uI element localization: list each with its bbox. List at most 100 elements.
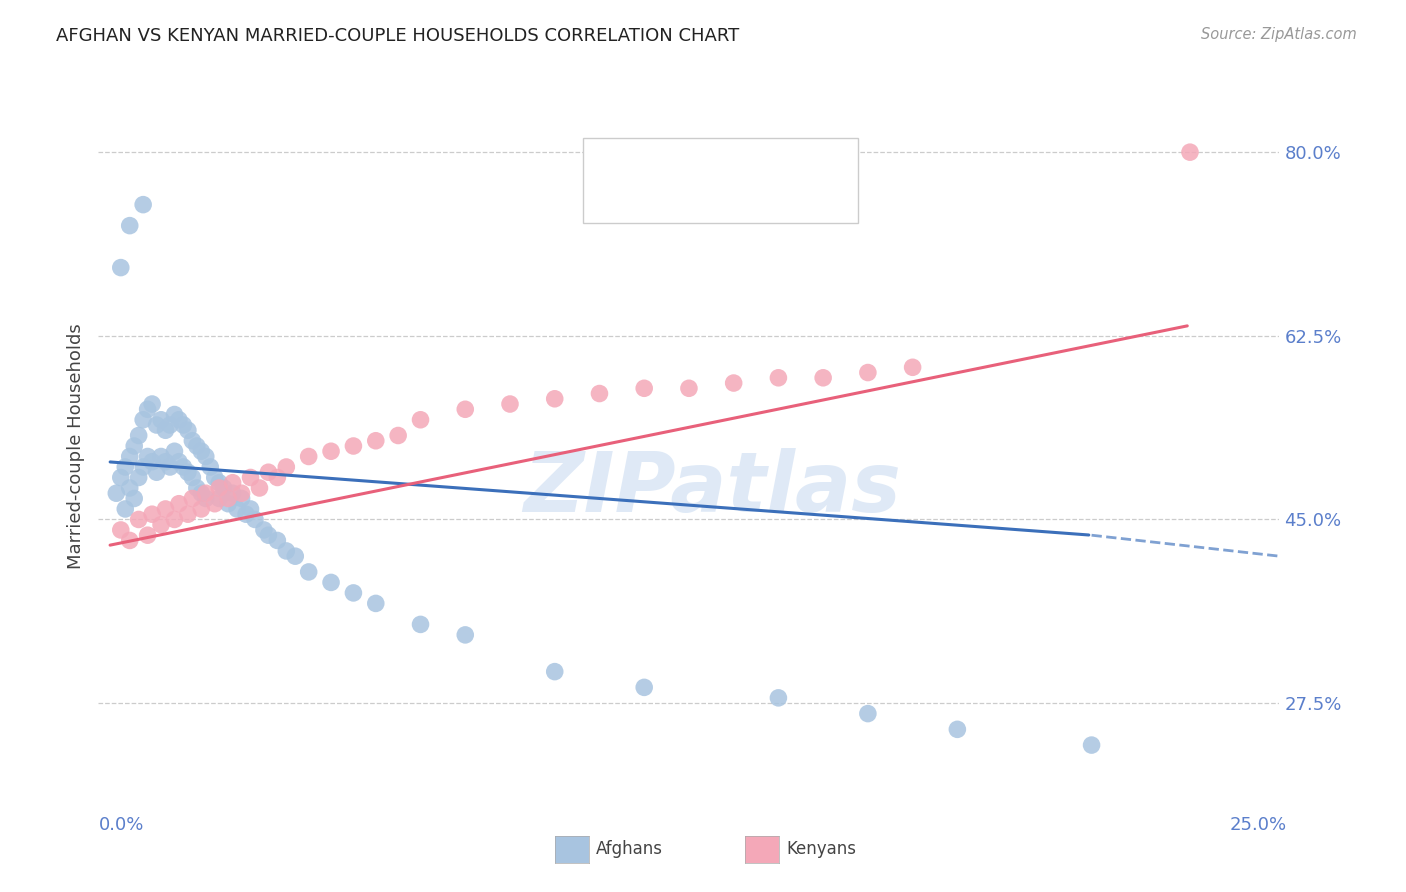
Point — [194, 450, 217, 464]
Text: Kenyans: Kenyans — [786, 840, 856, 858]
Point — [167, 455, 190, 469]
Point — [221, 486, 243, 500]
Point — [257, 528, 280, 542]
Point — [231, 491, 253, 506]
Point — [118, 219, 141, 233]
Point — [208, 475, 231, 490]
Point — [155, 423, 177, 437]
Point — [181, 470, 204, 484]
Point — [122, 439, 145, 453]
Text: ZIPatlas: ZIPatlas — [523, 449, 901, 529]
Point — [118, 533, 141, 548]
Point — [128, 512, 150, 526]
Point — [276, 460, 298, 475]
Point — [901, 360, 924, 375]
Point — [163, 408, 186, 422]
Point — [208, 491, 231, 506]
Text: AFGHAN VS KENYAN MARRIED-COUPLE HOUSEHOLDS CORRELATION CHART: AFGHAN VS KENYAN MARRIED-COUPLE HOUSEHOL… — [56, 27, 740, 45]
Point — [231, 486, 253, 500]
Text: R = -0.148   N = 72: R = -0.148 N = 72 — [643, 153, 813, 171]
Point — [217, 497, 239, 511]
Point — [544, 392, 567, 406]
Point — [136, 402, 159, 417]
Point — [266, 470, 288, 484]
Point — [387, 428, 409, 442]
Text: Afghans: Afghans — [596, 840, 664, 858]
Point — [342, 586, 364, 600]
Point — [1178, 145, 1201, 160]
Text: 25.0%: 25.0% — [1229, 816, 1286, 834]
Point — [163, 512, 186, 526]
Point — [319, 575, 342, 590]
Point — [118, 481, 141, 495]
Point — [276, 544, 298, 558]
Point — [257, 465, 280, 479]
Point — [132, 413, 155, 427]
Point — [181, 434, 204, 448]
Point — [110, 470, 132, 484]
Point — [118, 450, 141, 464]
Point — [145, 465, 167, 479]
Point — [946, 723, 969, 737]
Point — [110, 523, 132, 537]
Point — [243, 512, 266, 526]
Point — [167, 413, 190, 427]
Point — [856, 366, 879, 380]
Text: 0.0%: 0.0% — [98, 816, 143, 834]
Point — [454, 402, 477, 417]
Point — [186, 481, 208, 495]
Point — [811, 371, 834, 385]
Point — [141, 507, 163, 521]
Point — [239, 470, 262, 484]
Point — [167, 497, 190, 511]
Point — [633, 381, 655, 395]
Point — [155, 502, 177, 516]
Text: R =  0.292   N = 41: R = 0.292 N = 41 — [643, 190, 813, 208]
Point — [221, 475, 243, 490]
Point — [298, 450, 321, 464]
Point — [454, 628, 477, 642]
Point — [633, 681, 655, 695]
Point — [132, 460, 155, 475]
Point — [239, 502, 262, 516]
Point — [190, 502, 212, 516]
Point — [114, 502, 136, 516]
Point — [284, 549, 307, 564]
Point — [150, 517, 173, 532]
Point — [319, 444, 342, 458]
Point — [159, 460, 181, 475]
Point — [409, 413, 432, 427]
Point — [128, 470, 150, 484]
Point — [136, 528, 159, 542]
Point — [177, 507, 200, 521]
Point — [544, 665, 567, 679]
Point — [768, 371, 790, 385]
Y-axis label: Married-couple Households: Married-couple Households — [66, 323, 84, 569]
Point — [122, 491, 145, 506]
Point — [208, 481, 231, 495]
Point — [150, 413, 173, 427]
Point — [159, 417, 181, 432]
Point — [204, 497, 226, 511]
Point — [172, 417, 194, 432]
Point — [177, 423, 200, 437]
Point — [172, 460, 194, 475]
Point — [298, 565, 321, 579]
Point — [150, 450, 173, 464]
Point — [181, 491, 204, 506]
Point — [105, 486, 128, 500]
Point — [364, 596, 387, 610]
Point — [723, 376, 745, 390]
Point — [499, 397, 522, 411]
Point — [110, 260, 132, 275]
Point — [212, 481, 235, 495]
Point — [856, 706, 879, 721]
Point — [136, 450, 159, 464]
Point — [217, 491, 239, 506]
Point — [235, 507, 257, 521]
Point — [678, 381, 700, 395]
Point — [114, 460, 136, 475]
Point — [190, 486, 212, 500]
Text: Source: ZipAtlas.com: Source: ZipAtlas.com — [1201, 27, 1357, 42]
Point — [190, 444, 212, 458]
